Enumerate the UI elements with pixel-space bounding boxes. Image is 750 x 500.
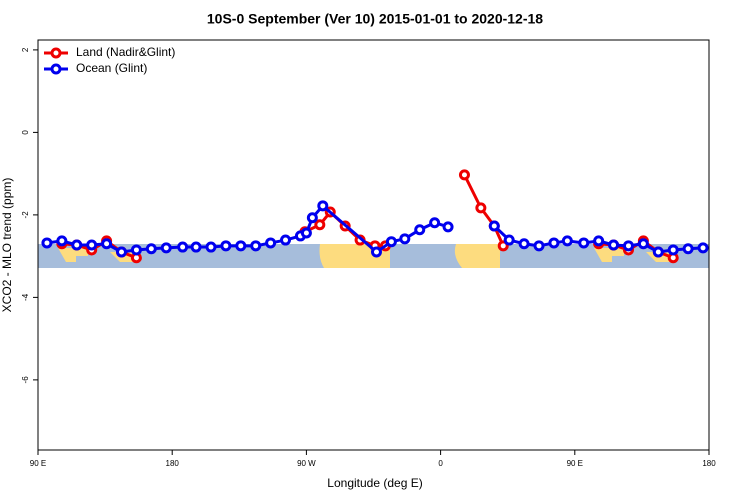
legend-label: Ocean (Glint): [76, 61, 147, 75]
data-point: [41, 237, 53, 249]
data-point: [71, 239, 83, 251]
data-point: [399, 233, 411, 245]
data-point: [503, 234, 515, 246]
data-point: [593, 235, 605, 247]
data-point: [667, 244, 679, 256]
y-tick-label: 0: [21, 130, 30, 135]
data-point: [314, 219, 326, 231]
data-point: [250, 240, 262, 252]
data-point: [548, 237, 560, 249]
data-point: [608, 239, 620, 251]
data-point: [561, 235, 573, 247]
data-point: [385, 236, 397, 248]
y-tick-label: -6: [21, 376, 30, 384]
data-point: [475, 202, 487, 214]
legend-label: Land (Nadir&Glint): [76, 45, 175, 59]
data-point: [458, 169, 470, 181]
data-point: [622, 240, 634, 252]
data-point: [442, 221, 454, 233]
data-point: [86, 239, 98, 251]
data-point: [190, 241, 202, 253]
data-point: [116, 246, 128, 258]
data-point: [682, 243, 694, 255]
data-point: [697, 242, 709, 254]
y-tick-label: -2: [21, 211, 30, 219]
x-tick-label: 180: [166, 459, 180, 468]
data-point: [145, 243, 157, 255]
x-tick-label: 90 W: [297, 459, 316, 468]
land-patch: [454, 244, 500, 268]
data-point: [220, 240, 232, 252]
data-point: [533, 240, 545, 252]
data-point: [578, 237, 590, 249]
x-tick-label: 90 E: [567, 459, 583, 468]
data-point: [652, 246, 664, 258]
data-point: [265, 237, 277, 249]
chart-title: 10S-0 September (Ver 10) 2015-01-01 to 2…: [207, 11, 543, 27]
x-tick-label: 0: [438, 459, 443, 468]
x-axis-label: Longitude (deg E): [327, 476, 422, 490]
data-point: [317, 200, 329, 212]
x-tick-label: 90 E: [30, 459, 46, 468]
data-point: [306, 212, 318, 224]
data-point: [429, 217, 441, 229]
data-point: [205, 241, 217, 253]
data-point: [637, 238, 649, 250]
x-tick-label: 180: [702, 459, 716, 468]
data-point: [518, 238, 530, 250]
data-point: [235, 240, 247, 252]
y-tick-label: -4: [21, 293, 30, 301]
data-point: [370, 246, 382, 258]
data-point: [414, 224, 426, 236]
data-point: [300, 227, 312, 239]
data-point: [280, 234, 292, 246]
land-patch: [58, 248, 140, 262]
data-point: [488, 220, 500, 232]
data-point: [160, 242, 172, 254]
plot-frame: [37, 39, 710, 451]
y-axis-label: XCO2 - MLO trend (ppm): [0, 178, 14, 313]
data-point: [130, 244, 142, 256]
data-point: [101, 238, 113, 250]
y-tick-label: 2: [21, 47, 30, 52]
legend-marker: [50, 47, 62, 59]
legend-marker: [50, 63, 62, 75]
data-point: [56, 235, 68, 247]
land-patch: [594, 248, 676, 262]
data-point: [177, 241, 189, 253]
